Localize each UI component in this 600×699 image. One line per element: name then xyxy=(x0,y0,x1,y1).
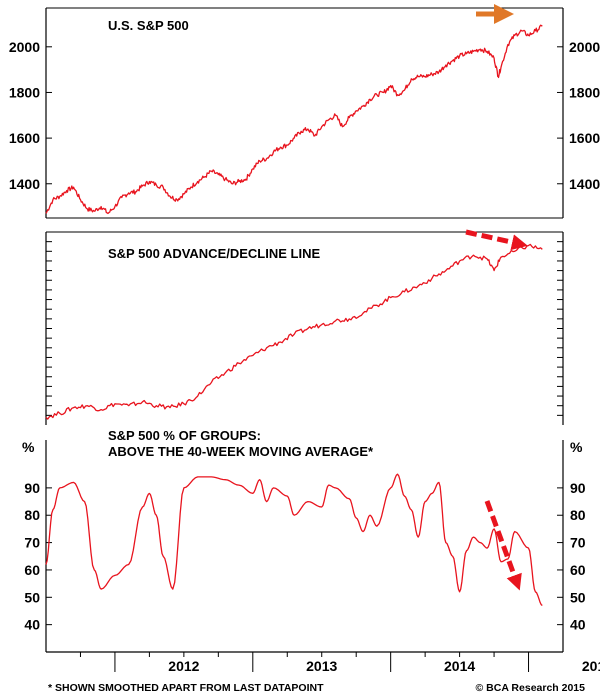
y-tick-label-right: 80 xyxy=(570,507,586,523)
y-tick-label-right: 2000 xyxy=(569,39,600,55)
groups-trend-arrow xyxy=(484,500,522,591)
sp500-price-line xyxy=(45,24,543,215)
panel-groups-title: S&P 500 % OF GROUPS: xyxy=(108,428,261,443)
y-tick-label-right: 50 xyxy=(570,589,586,605)
footnote-left: * SHOWN SMOOTHED APART FROM LAST DATAPOI… xyxy=(48,682,324,694)
panel-sp500: U.S. S&P 500 1400 1400 1600 1600 1800 1800 200… xyxy=(9,4,600,219)
y-tick-label-left: 90 xyxy=(24,480,40,496)
x-tick-label: 2014 xyxy=(444,658,475,674)
panel-groups-left-unit: % xyxy=(22,439,35,455)
y-tick-label-right: 90 xyxy=(570,480,586,496)
y-tick-label-right: 70 xyxy=(570,535,586,551)
y-tick-label-right: 1400 xyxy=(569,176,600,192)
y-tick-label-right: 1800 xyxy=(569,84,600,100)
panel-advance-decline: S&P 500 ADVANCE/DECLINE LINE xyxy=(45,229,564,425)
y-tick-label-right: 40 xyxy=(570,617,586,633)
panel-ad-title: S&P 500 ADVANCE/DECLINE LINE xyxy=(108,246,320,261)
panel-groups-subtitle: ABOVE THE 40-WEEK MOVING AVERAGE* xyxy=(108,444,374,459)
x-tick-label: 2012 xyxy=(168,658,199,674)
x-axis-ticks: 2012 2013 2014 2015 xyxy=(79,652,600,674)
y-tick-label-left: 80 xyxy=(24,507,40,523)
panel-ad-ticks xyxy=(46,241,563,416)
y-tick-label-left: 50 xyxy=(24,589,40,605)
groups-above-ma-line xyxy=(45,473,543,607)
footnote-right: © BCA Research 2015 xyxy=(476,682,586,694)
y-tick-label-left: 60 xyxy=(24,562,40,578)
panel-sp500-ticks: 1400 1400 1600 1600 1800 1800 2000 2000 xyxy=(9,39,600,192)
panel-groups-ticks: 40 40 50 50 60 60 70 70 80 80 90 90 xyxy=(24,480,585,633)
y-tick-label-left: 1600 xyxy=(9,130,40,146)
y-tick-label-left: 40 xyxy=(24,617,40,633)
y-tick-label-left: 1400 xyxy=(9,176,40,192)
y-tick-label-left: 70 xyxy=(24,535,40,551)
panel-groups-above-ma: S&P 500 % OF GROUPS: ABOVE THE 40-WEEK M… xyxy=(22,428,600,674)
panel-sp500-title: U.S. S&P 500 xyxy=(108,18,189,33)
y-tick-label-left: 2000 xyxy=(9,39,40,55)
advance-decline-line xyxy=(45,243,543,420)
x-tick-label: 2015 xyxy=(582,658,600,674)
y-tick-label-left: 1800 xyxy=(9,84,40,100)
y-tick-label-right: 1600 xyxy=(569,130,600,146)
panel-groups-right-unit: % xyxy=(570,439,583,455)
x-tick-label: 2013 xyxy=(306,658,337,674)
advance-decline-trend-arrow xyxy=(465,229,528,251)
y-tick-label-right: 60 xyxy=(570,562,586,578)
